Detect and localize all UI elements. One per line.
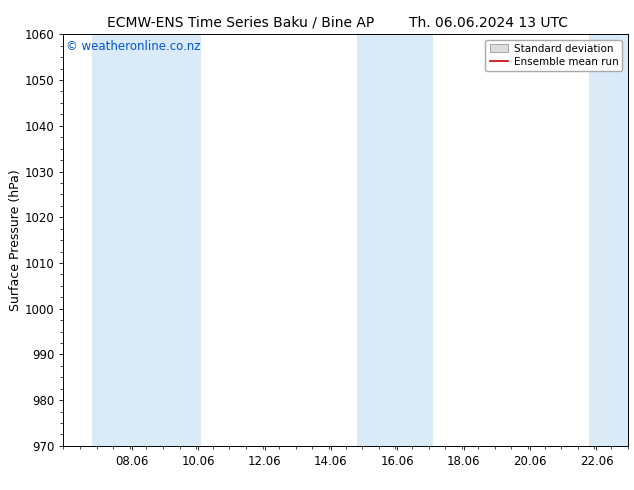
Bar	[91, 34, 201, 446]
Legend: Standard deviation, Ensemble mean run: Standard deviation, Ensemble mean run	[486, 40, 623, 71]
Text: Th. 06.06.2024 13 UTC: Th. 06.06.2024 13 UTC	[409, 16, 567, 30]
Bar	[590, 34, 631, 446]
Text: © weatheronline.co.nz: © weatheronline.co.nz	[66, 41, 201, 53]
Bar	[357, 34, 434, 446]
Text: ECMW-ENS Time Series Baku / Bine AP: ECMW-ENS Time Series Baku / Bine AP	[107, 16, 375, 30]
Y-axis label: Surface Pressure (hPa): Surface Pressure (hPa)	[9, 169, 22, 311]
